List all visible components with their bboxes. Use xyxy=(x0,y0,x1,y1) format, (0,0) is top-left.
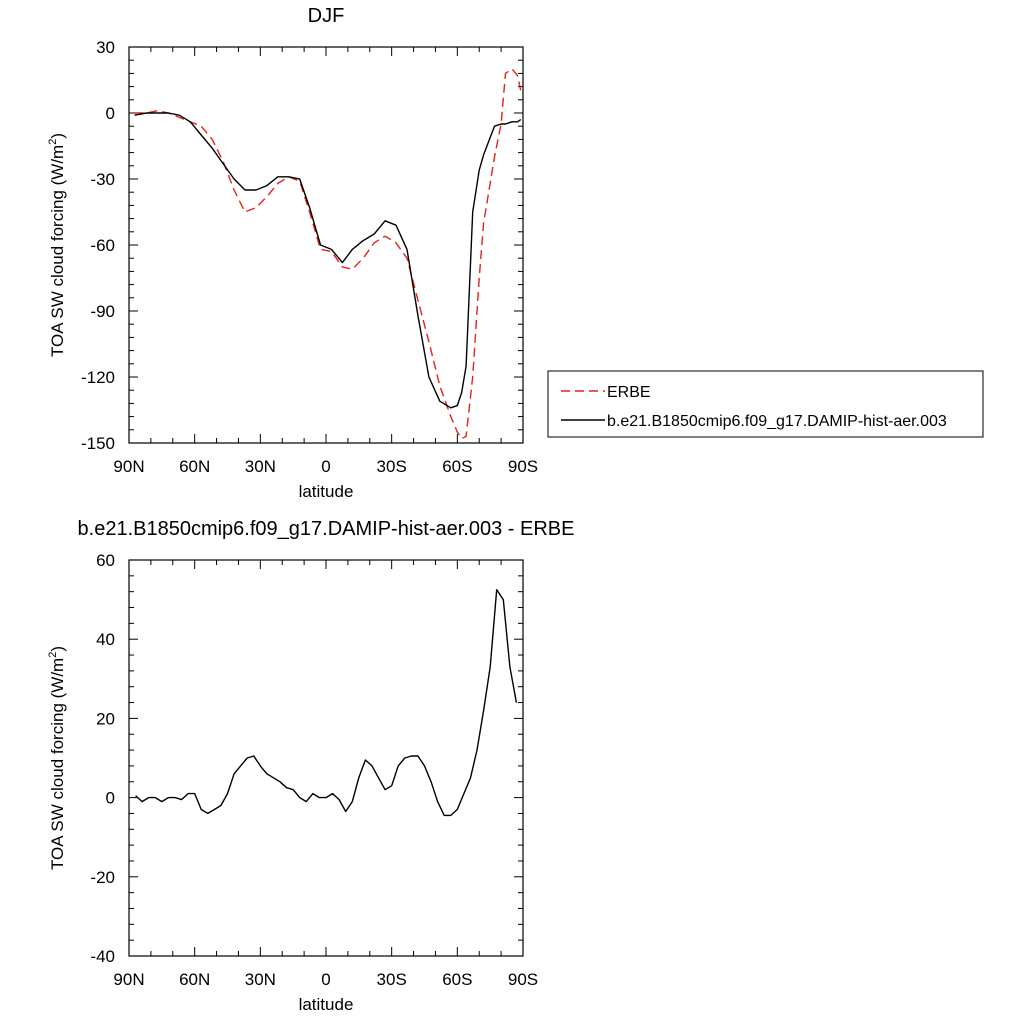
x-tick-label: 60N xyxy=(179,457,210,476)
x-tick-label: 90S xyxy=(508,457,538,476)
y-axis-label: TOA SW cloud forcing (W/m2) xyxy=(47,646,67,870)
y-tick-label: -60 xyxy=(90,236,115,255)
y-tick-label: 30 xyxy=(96,38,115,57)
model-line xyxy=(134,112,522,409)
x-tick-label: 30S xyxy=(377,970,407,989)
y-tick-label: -120 xyxy=(81,368,115,387)
x-tick-label: 30N xyxy=(245,970,276,989)
chart-title: b.e21.B1850cmip6.f09_g17.DAMIP-hist-aer.… xyxy=(78,518,575,540)
y-tick-label: -90 xyxy=(90,302,115,321)
x-axis-label: latitude xyxy=(299,482,354,501)
x-tick-label: 60S xyxy=(442,970,472,989)
x-tick-label: 0 xyxy=(321,970,330,989)
x-tick-label: 60N xyxy=(179,970,210,989)
x-tick-label: 90S xyxy=(508,970,538,989)
djf-panel: DJF 30 0 -30 -60 -90 -120 -150 90N 60N 30N 0 30S 60S 9… xyxy=(47,5,984,501)
chart-title: DJF xyxy=(308,5,345,27)
y-tick-label: -20 xyxy=(90,868,115,887)
plot-frame xyxy=(128,559,524,957)
x-tick-label: 30N xyxy=(245,457,276,476)
difference-line xyxy=(135,589,518,817)
y-axis-label: TOA SW cloud forcing (W/m2) xyxy=(47,133,67,357)
y-tick-label: -40 xyxy=(90,947,115,966)
x-tick-label: 90N xyxy=(113,457,144,476)
x-tick-label: 30S xyxy=(377,457,407,476)
y-tick-label: -30 xyxy=(90,170,115,189)
y-tick-label: 0 xyxy=(106,789,115,808)
legend-label: b.e21.B1850cmip6.f09_g17.DAMIP-hist-aer.… xyxy=(607,413,947,430)
y-tick-label: 20 xyxy=(96,709,115,728)
legend-label: ERBE xyxy=(607,384,651,401)
difference-panel: b.e21.B1850cmip6.f09_g17.DAMIP-hist-aer.… xyxy=(47,518,574,1014)
y-tick-label: 60 xyxy=(96,551,115,570)
x-tick-label: 0 xyxy=(321,457,330,476)
y-tick-label: 0 xyxy=(106,104,115,123)
y-tick-label: -150 xyxy=(81,434,115,453)
plot-frame xyxy=(128,46,524,444)
x-tick-label: 90N xyxy=(113,970,144,989)
legend-box xyxy=(547,370,984,438)
x-tick-label: 60S xyxy=(442,457,472,476)
erbe-line xyxy=(134,68,522,440)
x-axis-label: latitude xyxy=(299,995,354,1014)
y-tick-label: 40 xyxy=(96,630,115,649)
legend: ERBE b.e21.B1850cmip6.f09_g17.DAMIP-hist-… xyxy=(547,370,984,438)
